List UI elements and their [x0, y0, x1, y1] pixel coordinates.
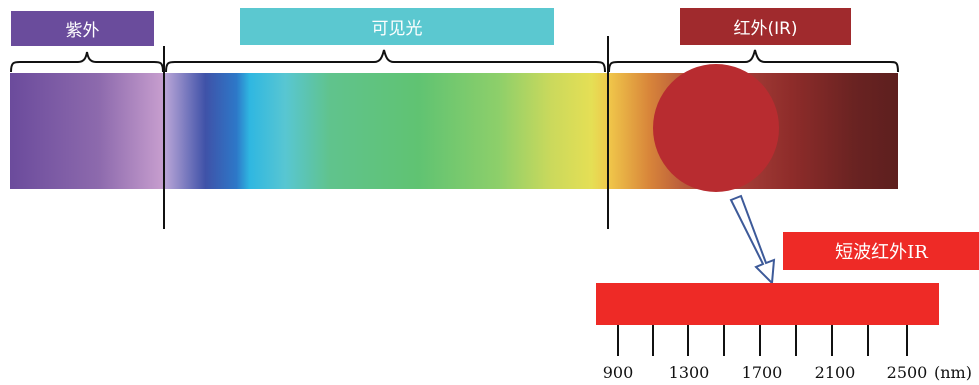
- axis-tick: [795, 325, 797, 356]
- swir-bar: [596, 283, 939, 325]
- tick-label-1700: 1700: [741, 363, 783, 382]
- visible-brace: [165, 49, 606, 73]
- zoom-arrow: [729, 194, 776, 286]
- uv-visible-divider: [163, 46, 165, 229]
- axis-tick: [906, 325, 908, 356]
- axis-tick: [652, 325, 654, 356]
- swir-label: 短波红外IR: [783, 232, 979, 270]
- tick-label-2100: 2100: [814, 363, 856, 382]
- visible-ir-divider: [607, 36, 609, 229]
- tick-label-900: 900: [602, 363, 634, 382]
- tick-label-2500: 2500: [886, 363, 928, 382]
- axis-tick: [867, 325, 869, 356]
- axis-tick: [723, 325, 725, 356]
- axis-tick: [617, 325, 619, 356]
- unit-label: (nm): [934, 363, 972, 382]
- ir-highlight-circle: [653, 64, 779, 192]
- visible-light-label: 可见光: [240, 8, 554, 45]
- tick-label-1300: 1300: [668, 363, 710, 382]
- axis-tick: [759, 325, 761, 356]
- uv-brace: [10, 51, 164, 73]
- uv-label: 紫外: [11, 11, 154, 46]
- axis-tick: [831, 325, 833, 356]
- ir-brace: [608, 49, 899, 73]
- infrared-label: 红外(IR): [680, 8, 851, 45]
- axis-tick: [687, 325, 689, 356]
